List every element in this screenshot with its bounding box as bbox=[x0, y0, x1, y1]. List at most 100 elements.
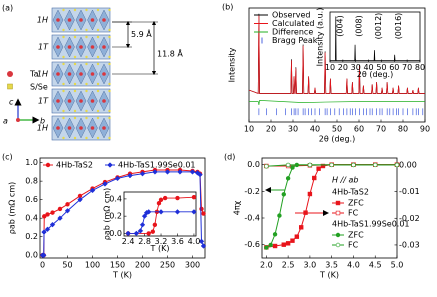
legend-label: 4Hb-TaS2 bbox=[56, 161, 93, 170]
plot-frame bbox=[329, 11, 421, 63]
y2-tick-label: -0.02 bbox=[399, 214, 420, 223]
point bbox=[114, 175, 121, 182]
x-axis-label: T (K) bbox=[112, 270, 132, 279]
legend-title: 4Hb-TaS2 bbox=[332, 188, 369, 197]
s-atom bbox=[85, 116, 88, 120]
ta-atom bbox=[90, 18, 95, 22]
point bbox=[394, 162, 400, 168]
legend-label: S/Se bbox=[30, 83, 48, 92]
point bbox=[277, 213, 282, 218]
legend-marker bbox=[335, 242, 341, 248]
x-tick-label: 3.6 bbox=[171, 237, 184, 246]
x-tick-label: 3.5 bbox=[325, 261, 338, 270]
x-tick-label: 70 bbox=[402, 63, 412, 72]
s-atom bbox=[73, 8, 77, 12]
s-atom bbox=[73, 136, 77, 140]
x-tick-label: 10 bbox=[244, 125, 254, 134]
point bbox=[65, 202, 70, 207]
s-atom bbox=[85, 55, 88, 59]
point bbox=[285, 162, 291, 168]
point bbox=[174, 209, 181, 215]
point bbox=[264, 245, 269, 250]
ta-atom bbox=[102, 45, 106, 49]
point bbox=[137, 228, 144, 234]
x-tick-label: 90 bbox=[420, 125, 430, 134]
y2-tick-label: 0.00 bbox=[399, 160, 417, 169]
s-atom bbox=[108, 109, 111, 113]
point bbox=[44, 226, 51, 233]
s-atom bbox=[96, 89, 100, 93]
x-tick-label: 250 bbox=[160, 261, 175, 270]
x-tick-label: 40 bbox=[363, 63, 373, 72]
x-tick-label: 80 bbox=[398, 125, 408, 134]
s-atom bbox=[108, 89, 111, 93]
x-tick-label: 70 bbox=[376, 125, 386, 134]
x-tick-label: 150 bbox=[110, 261, 125, 270]
legend-title: 4Hb-TaS1.99Se0.01 bbox=[332, 220, 410, 229]
point bbox=[268, 242, 273, 248]
point bbox=[152, 169, 158, 175]
s-atom bbox=[85, 136, 88, 140]
point bbox=[191, 194, 197, 200]
point bbox=[307, 162, 313, 168]
point bbox=[50, 210, 55, 215]
s-atom bbox=[62, 109, 65, 113]
point bbox=[294, 234, 300, 239]
x-tick-label: 100 bbox=[85, 261, 100, 270]
ta-atom bbox=[102, 126, 106, 130]
s-atom bbox=[108, 55, 111, 59]
point bbox=[45, 212, 50, 217]
series-line bbox=[330, 16, 420, 61]
point bbox=[152, 222, 158, 227]
point bbox=[320, 163, 326, 169]
point bbox=[298, 225, 304, 230]
s-atom bbox=[62, 136, 65, 140]
ta-atom bbox=[67, 18, 72, 22]
ta-atom bbox=[67, 99, 72, 103]
panel-label: (b) bbox=[222, 3, 233, 12]
point bbox=[57, 206, 63, 212]
y-tick-label: 0.2 bbox=[109, 212, 122, 221]
x-tick-label: 30 bbox=[351, 63, 361, 72]
legend-label: Bragg Peak bbox=[272, 36, 318, 45]
series-line bbox=[128, 196, 194, 234]
point bbox=[133, 230, 140, 237]
s-atom bbox=[73, 62, 77, 66]
x-tick-label: 30 bbox=[288, 125, 298, 134]
layer-label: 1T bbox=[38, 97, 49, 106]
s-atom bbox=[96, 28, 100, 32]
point bbox=[57, 215, 63, 221]
point bbox=[272, 243, 278, 249]
series-line bbox=[249, 99, 425, 105]
x-tick-label: 40 bbox=[310, 125, 320, 134]
y-tick-label: 0.4 bbox=[109, 194, 122, 203]
x-tick-label: 50 bbox=[62, 261, 72, 270]
x-tick-label: 4.5 bbox=[369, 261, 382, 270]
s-atom bbox=[85, 28, 88, 32]
legend-heading: H // ab bbox=[332, 176, 358, 185]
ta-atom bbox=[79, 45, 83, 49]
x-tick-label: 2.0 bbox=[260, 261, 273, 270]
s-atom bbox=[73, 35, 77, 39]
s-atom bbox=[73, 28, 77, 32]
panel-label: (c) bbox=[2, 153, 13, 162]
y-tick-label: 0.2 bbox=[25, 232, 38, 241]
s-atom bbox=[73, 109, 77, 113]
s-atom bbox=[73, 116, 77, 120]
s-atom bbox=[96, 136, 100, 140]
s-atom bbox=[96, 82, 100, 86]
s-atom bbox=[73, 82, 77, 86]
x-tick-label: 3.2 bbox=[155, 237, 168, 246]
s-atom bbox=[108, 8, 111, 12]
s-atom bbox=[96, 8, 100, 12]
point bbox=[162, 195, 168, 201]
point bbox=[189, 169, 196, 175]
point bbox=[201, 211, 206, 216]
x-tick-label: 200 bbox=[135, 261, 150, 270]
point bbox=[40, 252, 47, 258]
x-tick-label: 2.4 bbox=[122, 237, 135, 246]
s-atom bbox=[62, 55, 65, 59]
s-atom bbox=[62, 35, 65, 39]
axis-label: c bbox=[9, 98, 14, 107]
y-tick-label: 0.6 bbox=[25, 195, 38, 204]
